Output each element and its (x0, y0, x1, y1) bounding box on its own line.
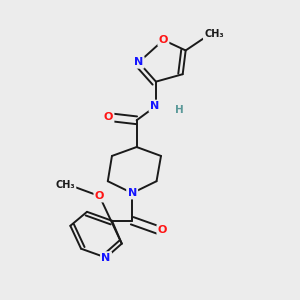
Text: H: H (175, 106, 184, 116)
Text: N: N (128, 188, 137, 198)
Text: O: O (95, 191, 104, 201)
Text: CH₃: CH₃ (204, 29, 224, 39)
Text: CH₃: CH₃ (56, 180, 75, 190)
Text: O: O (158, 225, 167, 235)
Text: N: N (150, 101, 159, 111)
Text: O: O (159, 35, 168, 45)
Text: N: N (101, 253, 111, 262)
Text: N: N (134, 57, 143, 67)
Text: O: O (104, 112, 113, 122)
